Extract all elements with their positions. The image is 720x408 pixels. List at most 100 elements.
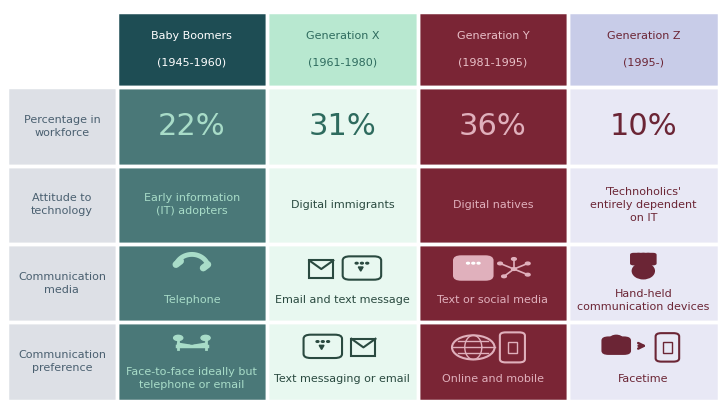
Circle shape xyxy=(526,262,530,265)
Bar xyxy=(568,244,719,322)
Bar xyxy=(267,12,418,87)
Bar xyxy=(7,166,117,244)
Bar xyxy=(117,322,267,401)
Bar xyxy=(267,244,418,322)
Text: 22%: 22% xyxy=(158,112,225,141)
Circle shape xyxy=(502,275,506,278)
Bar xyxy=(267,322,418,401)
Circle shape xyxy=(327,341,330,342)
Bar xyxy=(568,12,719,87)
Bar xyxy=(117,12,267,87)
Polygon shape xyxy=(469,267,474,271)
Circle shape xyxy=(355,262,358,264)
Bar xyxy=(310,260,333,278)
Circle shape xyxy=(610,335,622,342)
Circle shape xyxy=(511,257,516,260)
Bar xyxy=(117,166,267,244)
Text: Face-to-face ideally but
telephone or email: Face-to-face ideally but telephone or em… xyxy=(127,367,257,390)
Bar xyxy=(7,244,117,322)
Text: Digital immigrants: Digital immigrants xyxy=(291,200,394,210)
Text: Generation Y

(1981-1995): Generation Y (1981-1995) xyxy=(456,31,529,68)
Text: Communication
preference: Communication preference xyxy=(18,350,106,373)
Text: Text or social media: Text or social media xyxy=(437,295,549,305)
Bar xyxy=(117,87,267,166)
Text: Email and text message: Email and text message xyxy=(275,295,410,305)
Bar xyxy=(568,12,719,87)
Circle shape xyxy=(477,262,480,264)
Bar xyxy=(267,166,418,244)
Bar xyxy=(7,322,117,401)
Bar xyxy=(418,12,568,87)
Circle shape xyxy=(366,262,369,264)
Text: Baby Boomers

(1945-1960): Baby Boomers (1945-1960) xyxy=(151,31,233,68)
Bar xyxy=(568,244,719,322)
Bar xyxy=(508,341,517,353)
Text: Early information
(IT) adopters: Early information (IT) adopters xyxy=(144,193,240,216)
Bar xyxy=(418,87,568,166)
Bar xyxy=(568,166,719,244)
Bar xyxy=(418,244,568,322)
Text: 'Technoholics'
entirely dependent
on IT: 'Technoholics' entirely dependent on IT xyxy=(590,186,696,223)
Circle shape xyxy=(201,335,210,341)
Text: Generation Z

(1995-): Generation Z (1995-) xyxy=(606,31,680,68)
Bar xyxy=(7,87,117,166)
Bar xyxy=(418,12,568,87)
Bar xyxy=(418,244,568,322)
Text: 36%: 36% xyxy=(459,112,527,141)
Text: Facetime: Facetime xyxy=(618,374,669,384)
FancyBboxPatch shape xyxy=(454,256,492,279)
Circle shape xyxy=(467,262,469,264)
Text: Generation X

(1961-1980): Generation X (1961-1980) xyxy=(305,31,379,68)
Bar xyxy=(7,12,117,87)
Bar xyxy=(267,87,418,166)
Bar xyxy=(568,322,719,401)
Text: Online and mobile: Online and mobile xyxy=(442,374,544,384)
Bar xyxy=(117,87,267,166)
Bar xyxy=(117,322,267,401)
Bar xyxy=(7,87,117,166)
Text: Communication
media: Communication media xyxy=(18,272,106,295)
FancyBboxPatch shape xyxy=(635,253,647,266)
Bar xyxy=(568,87,719,166)
Text: Text messaging or email: Text messaging or email xyxy=(274,374,410,384)
Circle shape xyxy=(472,262,474,264)
Circle shape xyxy=(174,335,183,341)
Bar xyxy=(568,322,719,401)
Circle shape xyxy=(316,341,319,342)
Bar xyxy=(117,12,267,87)
Bar xyxy=(267,244,418,322)
Text: 31%: 31% xyxy=(308,112,377,141)
Text: Percentage in
workforce: Percentage in workforce xyxy=(24,115,100,138)
Bar xyxy=(117,244,267,322)
Bar xyxy=(7,322,117,401)
Circle shape xyxy=(526,273,530,276)
Text: Hand-held
communication devices: Hand-held communication devices xyxy=(577,289,709,312)
Bar xyxy=(117,244,267,322)
Bar xyxy=(267,322,418,401)
Text: Digital natives: Digital natives xyxy=(453,200,533,210)
Text: 10%: 10% xyxy=(610,112,677,141)
Bar xyxy=(568,166,719,244)
Text: Telephone: Telephone xyxy=(163,295,220,305)
FancyBboxPatch shape xyxy=(601,337,631,355)
Bar xyxy=(418,322,568,401)
Ellipse shape xyxy=(631,262,655,279)
Bar xyxy=(351,339,375,356)
Circle shape xyxy=(498,262,503,265)
Polygon shape xyxy=(319,345,324,350)
Circle shape xyxy=(321,341,324,342)
Bar xyxy=(663,342,672,353)
FancyBboxPatch shape xyxy=(644,253,657,266)
Bar xyxy=(267,87,418,166)
Circle shape xyxy=(361,262,364,264)
Bar xyxy=(117,166,267,244)
Text: Attitude to
technology: Attitude to technology xyxy=(31,193,93,216)
FancyBboxPatch shape xyxy=(640,253,652,266)
Bar xyxy=(267,166,418,244)
Circle shape xyxy=(511,268,516,271)
Bar xyxy=(7,244,117,322)
Bar xyxy=(267,12,418,87)
Bar xyxy=(418,166,568,244)
Bar xyxy=(418,322,568,401)
Polygon shape xyxy=(359,267,363,271)
